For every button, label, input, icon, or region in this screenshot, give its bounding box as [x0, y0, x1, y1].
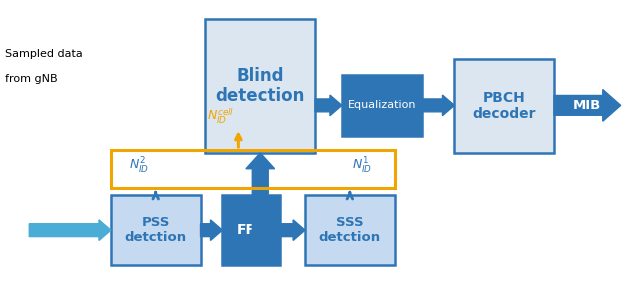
Text: Equalization: Equalization: [348, 101, 416, 110]
Text: rF: rF: [257, 163, 268, 173]
Text: $N_{ID}^{1}$: $N_{ID}^{1}$: [352, 156, 372, 176]
FancyArrow shape: [315, 95, 342, 116]
FancyArrow shape: [422, 95, 454, 116]
Bar: [205, 19, 315, 153]
FancyArrow shape: [246, 153, 275, 265]
Text: PSS
detction: PSS detction: [125, 216, 187, 244]
Bar: [454, 59, 554, 153]
Text: Blind
detection: Blind detection: [216, 67, 305, 105]
Text: SSS
detction: SSS detction: [319, 216, 381, 244]
FancyArrow shape: [554, 90, 621, 121]
Text: MIB: MIB: [573, 99, 602, 112]
FancyArrow shape: [280, 220, 305, 240]
Text: PBCH
decoder: PBCH decoder: [472, 91, 536, 121]
Text: FFT: FFT: [237, 223, 266, 237]
Text: $N_{ID}^{cell}$: $N_{ID}^{cell}$: [207, 107, 234, 126]
Text: r[n]: r[n]: [55, 242, 76, 252]
Text: Sampled data: Sampled data: [5, 49, 83, 59]
Bar: [223, 196, 280, 265]
Bar: [111, 150, 395, 187]
FancyArrow shape: [29, 220, 111, 240]
Text: from gNB: from gNB: [5, 74, 58, 84]
Text: $N_{ID}^{2}$: $N_{ID}^{2}$: [129, 156, 149, 176]
Bar: [342, 75, 422, 136]
Bar: [111, 196, 200, 265]
FancyArrow shape: [200, 220, 223, 240]
Bar: [305, 196, 395, 265]
